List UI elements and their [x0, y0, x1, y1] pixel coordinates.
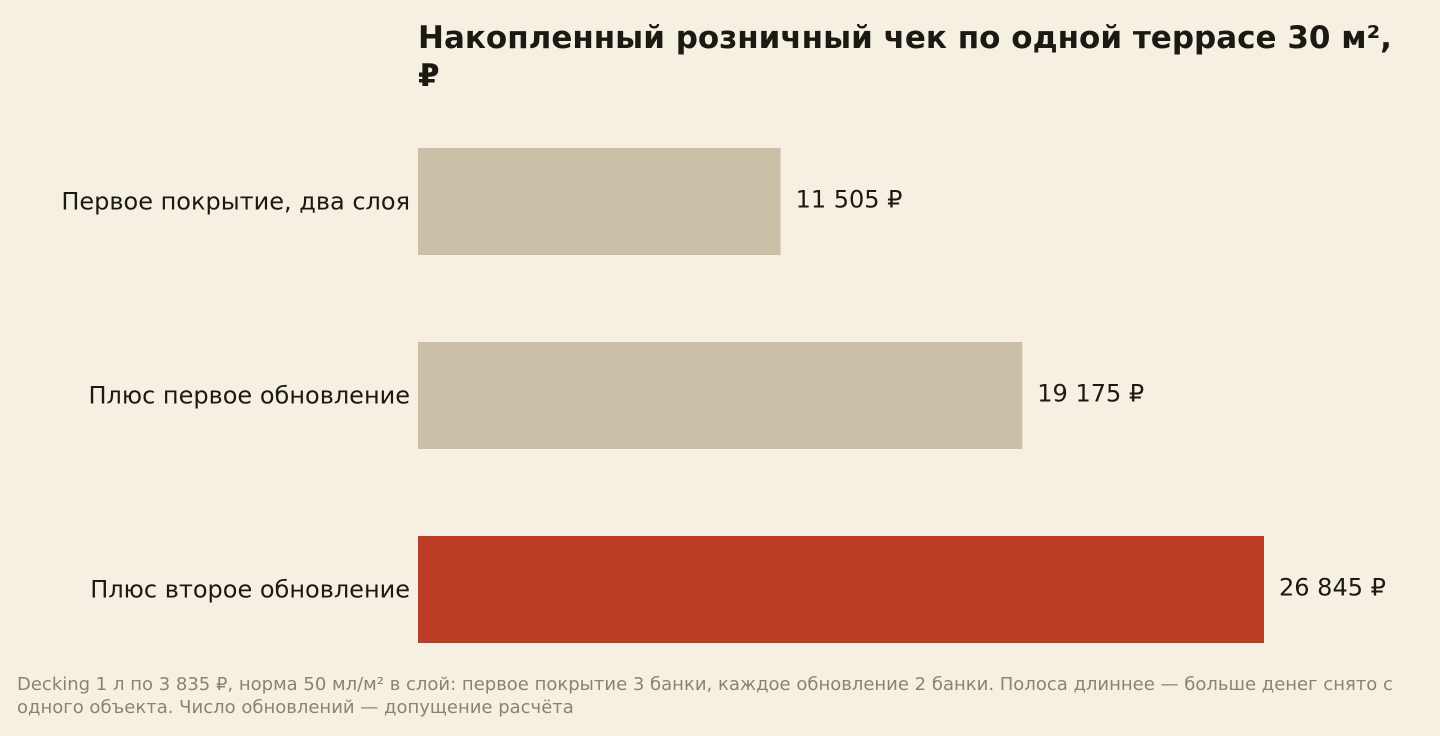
value-label-2: 19 175 ₽: [1037, 380, 1144, 408]
category-label-2: Плюс первое обновление: [89, 382, 411, 410]
bar-1: [418, 148, 781, 255]
bar-3: [418, 536, 1264, 643]
category-label-3: Плюс второе обновление: [90, 576, 410, 604]
category-label-1: Первое покрытие, два слоя: [61, 188, 410, 216]
bar-2: [418, 342, 1023, 449]
value-label-1: 11 505 ₽: [796, 186, 903, 214]
value-label-3: 26 845 ₽: [1279, 574, 1386, 602]
chart-title: Накопленный розничный чек по одной терра…: [418, 20, 1392, 94]
chart-footnote: Decking 1 л по 3 835 ₽, норма 50 мл/м² в…: [17, 674, 1393, 718]
